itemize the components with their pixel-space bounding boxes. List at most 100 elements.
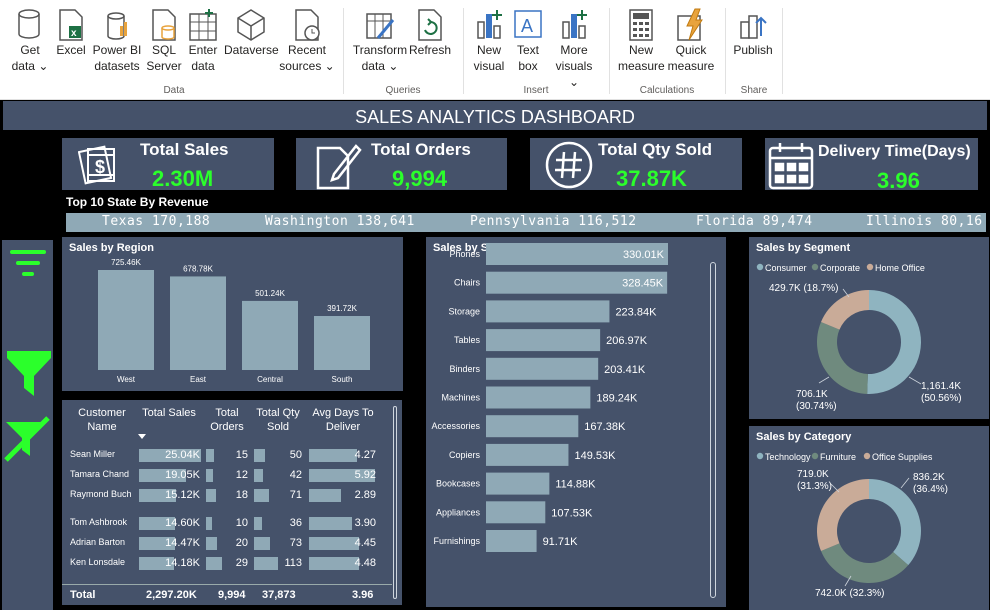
ticker-title: Top 10 State By Revenue xyxy=(66,195,209,209)
transform-data-button[interactable]: Transform data ⌄ xyxy=(352,8,408,74)
kpi-title: Total Qty Sold xyxy=(598,140,712,159)
subcategory-bar[interactable] xyxy=(486,472,550,495)
more-visuals-button[interactable]: More visuals ⌄ xyxy=(550,8,598,90)
region-bar[interactable] xyxy=(170,276,226,370)
subcategory-value-label: 189.24K xyxy=(596,393,638,405)
refresh-button[interactable]: Refresh xyxy=(408,8,452,58)
kpi-value: 9,994 xyxy=(392,166,448,191)
subcategory-bar[interactable] xyxy=(486,530,537,552)
quick-measure-button[interactable]: Quick measure xyxy=(666,8,716,74)
publish-button[interactable]: Publish xyxy=(730,8,776,58)
legend-item[interactable]: Consumer xyxy=(765,263,807,273)
legend-item[interactable]: Technology xyxy=(765,452,811,462)
ribbon-group-label: Calculations xyxy=(639,85,695,96)
sql-icon xyxy=(146,8,182,42)
ribbon-button-label: Excel xyxy=(56,43,86,57)
chart-title: Sales by Category xyxy=(756,431,852,443)
dataverse-button[interactable]: Dataverse xyxy=(224,8,279,58)
col-header-customer[interactable]: Customer Name xyxy=(78,407,126,433)
subcategory-bar[interactable] xyxy=(486,415,579,438)
col-header-total-orders[interactable]: Total Orders xyxy=(210,407,244,433)
donut-slice[interactable] xyxy=(821,543,909,583)
donut-slice[interactable] xyxy=(817,321,868,394)
table-row[interactable]: Ken Lonsdale 14.18K 29 113 4.48 xyxy=(62,554,392,574)
subcategory-bar[interactable] xyxy=(486,271,668,294)
clock-icon xyxy=(278,8,336,42)
subcategory-bar[interactable] xyxy=(486,386,591,409)
total-orders: 9,994 xyxy=(218,589,246,601)
excel-button[interactable]: x Excel xyxy=(54,8,88,58)
sales-by-subcategory-chart[interactable]: Sales by Sub-Category Phones330.01KChair… xyxy=(426,237,726,607)
total-label: Total xyxy=(70,589,96,601)
table-row[interactable]: Adrian Barton 14.47K 20 73 4.45 xyxy=(62,534,392,554)
table-row[interactable]: Sean Miller 25.04K 15 50 4.27 xyxy=(62,446,392,466)
col-header-total-sales[interactable]: Total Sales xyxy=(142,407,196,419)
sales-by-segment-chart[interactable]: Sales by Segment Consumer Corporate Home O… xyxy=(749,237,989,419)
state-revenue-ticker: Texas 170,188 Washington 138,641 Pennsyl… xyxy=(66,213,986,232)
table-total-row: Total 2,297.20K 9,994 37,873 3.96 xyxy=(62,584,392,605)
days-value: 4.27 xyxy=(354,449,376,461)
qty-bar xyxy=(254,489,270,502)
sales-by-category-chart[interactable]: Sales by Category Technology Furniture Off… xyxy=(749,426,989,610)
kpi-card-total-qty-sold[interactable]: Total Qty Sold 37.87K xyxy=(530,138,742,191)
qty-value: 42 xyxy=(289,469,302,481)
subcategory-bar[interactable] xyxy=(486,443,569,466)
subcategory-bar[interactable] xyxy=(486,329,601,352)
region-bar[interactable] xyxy=(242,300,298,370)
qty-value: 50 xyxy=(289,449,302,461)
qty-bar xyxy=(254,557,278,570)
power-bi-datasets-button[interactable]: Power BI datasets xyxy=(90,8,144,74)
sales-by-region-chart[interactable]: Sales by Region 725.46K West 678.78K East 50… xyxy=(62,237,403,391)
clear-filter-icon[interactable] xyxy=(4,416,50,464)
subcategory-label: Appliances xyxy=(436,507,481,517)
donut-slice[interactable] xyxy=(817,479,869,552)
table-row[interactable]: Tamara Chand 19.05K 12 42 5.92 xyxy=(62,466,392,486)
donut-slice[interactable] xyxy=(821,290,869,330)
legend-item[interactable]: Furniture xyxy=(820,452,856,462)
kpi-card-total-orders[interactable]: Total Orders 9,994 xyxy=(296,138,507,191)
region-bar-label: 678.78K xyxy=(183,264,213,273)
col-header-avg-days[interactable]: Avg Days To Deliver xyxy=(312,407,374,433)
donut-leader-line xyxy=(842,288,850,298)
new-visual-button[interactable]: New visual xyxy=(470,8,508,74)
days-bar xyxy=(309,537,359,550)
funnel-icon[interactable] xyxy=(6,350,52,398)
orders-value: 15 xyxy=(235,449,248,461)
col-header-total-qty[interactable]: Total Qty Sold xyxy=(256,407,300,433)
subcategory-label: Binders xyxy=(449,364,480,374)
new-measure-button[interactable]: New measure xyxy=(618,8,665,74)
subcategory-bar[interactable] xyxy=(486,300,610,323)
customer-table[interactable]: Customer Name Total Sales Total Orders T… xyxy=(62,400,402,605)
donut-label: 429.7K (18.7%) xyxy=(769,283,839,294)
sql-server-button[interactable]: SQL Server xyxy=(146,8,182,74)
subcategory-bar[interactable] xyxy=(486,357,599,380)
legend-item[interactable]: Corporate xyxy=(820,263,860,273)
subcategory-bar[interactable] xyxy=(486,501,546,524)
legend-item[interactable]: Home Office xyxy=(875,263,925,273)
chart-scrollbar[interactable] xyxy=(710,262,716,598)
legend-item[interactable]: Office Supplies xyxy=(872,452,933,462)
donut-slice[interactable] xyxy=(867,290,921,394)
sort-descending-icon[interactable] xyxy=(138,434,146,440)
table-row[interactable]: Tom Ashbrook 14.60K 10 36 3.90 xyxy=(62,514,392,534)
region-bar[interactable] xyxy=(314,316,370,370)
ribbon-button-label: Refresh xyxy=(408,43,452,57)
pen-paper-icon xyxy=(316,144,362,190)
region-bar[interactable] xyxy=(98,270,154,370)
donut-slice[interactable] xyxy=(869,479,921,566)
enter-data-button[interactable]: Enter data xyxy=(184,8,222,74)
chart-icon xyxy=(470,8,508,42)
kpi-card-total-sales[interactable]: $ Total Sales 2.30M xyxy=(62,138,274,191)
recent-sources-button[interactable]: Recent sources ⌄ xyxy=(278,8,336,74)
donut-label: 742.0K (32.3%) xyxy=(815,588,885,599)
get-data-button[interactable]: Get data ⌄ xyxy=(8,8,52,74)
sales-bar xyxy=(139,517,176,530)
orders-bar xyxy=(206,517,212,530)
kpi-card-delivery-time[interactable]: Delivery Time(Days) 3.96 xyxy=(765,138,978,193)
table-scrollbar[interactable] xyxy=(393,406,397,599)
filter-lines-icon[interactable] xyxy=(8,246,48,282)
table-row[interactable]: Raymond Buch 15.12K 18 71 2.89 xyxy=(62,486,392,506)
text-box-button[interactable]: A Text box xyxy=(510,8,546,74)
region-category-label: Central xyxy=(257,375,283,384)
subcategory-bar[interactable] xyxy=(486,243,668,265)
